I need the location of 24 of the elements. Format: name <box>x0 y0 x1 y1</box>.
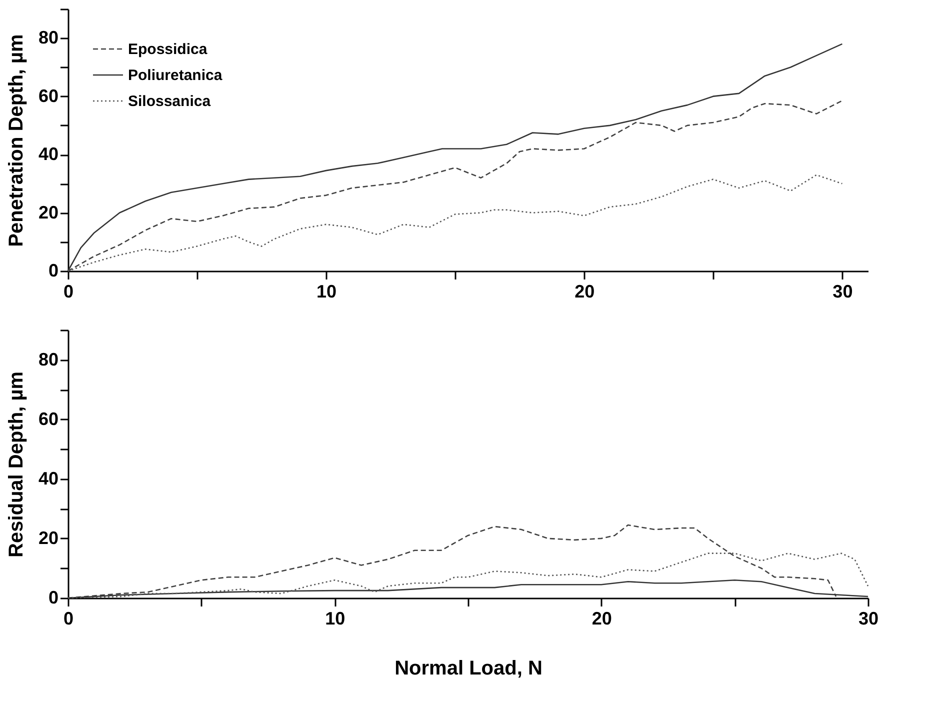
x-axis-title: Normal Load, N <box>394 658 542 680</box>
y-tick-label: 20 <box>38 528 58 548</box>
y-tick-label: 40 <box>38 468 58 488</box>
y-axis-title: Penetration Depth, µm <box>5 34 28 247</box>
x-tick-label: 10 <box>325 608 346 628</box>
x-tick-label: 30 <box>832 282 853 302</box>
x-tick-label: 20 <box>592 608 612 628</box>
y-axis-title: Residual Depth, µm <box>5 372 28 558</box>
y-tick-label: 0 <box>48 588 58 608</box>
legend-label: Poliuretanica <box>128 67 223 84</box>
x-tick-label: 0 <box>63 282 74 302</box>
y-tick-label: 80 <box>38 349 58 370</box>
legend-label: Silossanica <box>128 93 212 110</box>
y-tick-label: 60 <box>38 408 58 429</box>
x-tick-label: 0 <box>63 608 74 628</box>
y-tick-label: 20 <box>38 202 58 222</box>
y-tick-label: 60 <box>38 86 58 106</box>
x-tick-label: 30 <box>858 608 879 628</box>
x-tick-label: 10 <box>316 282 337 302</box>
legend-label: Epossidica <box>128 41 208 58</box>
y-tick-label: 80 <box>38 28 58 48</box>
y-tick-label: 40 <box>38 144 58 164</box>
y-tick-label: 0 <box>48 260 58 280</box>
x-tick-label: 20 <box>574 282 595 302</box>
